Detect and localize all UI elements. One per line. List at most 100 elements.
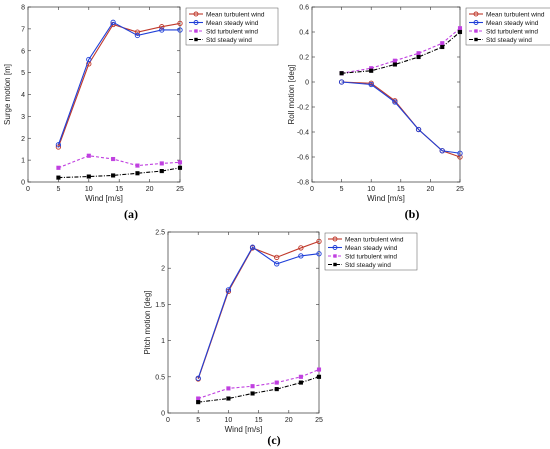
x-tick-label: 0: [166, 417, 170, 424]
series-1: [195, 244, 322, 381]
y-tick-label: 7: [21, 26, 25, 33]
panel-label: (c): [267, 433, 280, 447]
series-1: [338, 79, 463, 156]
data-point: [339, 71, 344, 76]
y-tick-label: 0: [305, 80, 309, 87]
data-point: [274, 387, 279, 392]
series-2: [56, 153, 183, 170]
data-point: [338, 79, 345, 85]
series-2: [196, 367, 322, 401]
data-point: [249, 244, 256, 250]
x-tick-label: 10: [225, 417, 233, 424]
data-point: [392, 62, 397, 67]
legend-swatch-marker: [473, 11, 479, 17]
data-point: [316, 374, 322, 379]
data-point: [111, 156, 116, 162]
data-point: [316, 251, 322, 257]
series-line: [341, 31, 461, 74]
data-point: [457, 26, 463, 31]
legend-entry: Mean steady wind: [486, 20, 539, 27]
x-axis-label: Wind [m/s]: [85, 194, 123, 203]
legend-swatch-marker: [473, 20, 479, 25]
series-1: [55, 19, 183, 148]
y-tick-label: -0.8: [297, 180, 309, 187]
series-3: [339, 29, 463, 76]
data-point: [392, 58, 397, 63]
y-tick-label: 1.5: [155, 302, 165, 309]
legend-swatch-marker: [194, 37, 198, 42]
legend-box: [324, 232, 418, 271]
x-tick-label: 15: [397, 186, 405, 193]
x-tick-label: 10: [85, 186, 93, 193]
data-point: [298, 253, 304, 259]
y-tick-label: 8: [21, 5, 25, 12]
data-point: [440, 44, 445, 50]
y-axis-label: Surge motion [m]: [3, 64, 12, 125]
data-point: [316, 238, 322, 245]
legend-swatch-marker: [474, 29, 478, 33]
series-line: [198, 376, 320, 403]
data-point: [225, 287, 232, 293]
data-point: [135, 171, 140, 176]
y-tick-label: 0.6: [299, 5, 309, 12]
y-tick-label: 4: [21, 92, 25, 99]
data-point: [440, 41, 445, 46]
x-tick-label: 10: [367, 186, 375, 193]
y-tick-label: 0.2: [299, 55, 309, 62]
series-line: [197, 246, 320, 379]
y-tick-label: 0.5: [155, 374, 165, 381]
panel-label: (a): [124, 207, 138, 221]
data-point: [196, 400, 201, 405]
data-point: [86, 174, 91, 179]
x-tick-label: 20: [146, 186, 154, 193]
data-point: [56, 165, 61, 170]
x-axis-label: Wind [m/s]: [367, 194, 405, 203]
y-tick-label: 0.4: [299, 30, 309, 37]
data-point: [159, 161, 164, 166]
series-line: [198, 369, 320, 400]
plot-frame: [27, 6, 181, 183]
data-point: [274, 380, 279, 385]
data-point: [110, 19, 116, 25]
x-axis-label: Wind [m/s]: [225, 425, 263, 434]
plot-frame: [167, 231, 320, 414]
data-point: [226, 386, 231, 391]
data-point: [298, 380, 303, 385]
data-point: [274, 254, 280, 260]
legend-entry: Mean turbulent wind: [345, 236, 404, 243]
x-tick-label: 5: [196, 417, 200, 424]
legend-swatch-marker: [193, 11, 199, 17]
y-axis-label: Roll motion [deg]: [287, 64, 296, 124]
data-point: [55, 142, 62, 148]
series-line: [58, 167, 181, 179]
data-point: [134, 29, 141, 35]
y-tick-label: -0.6: [297, 155, 309, 162]
legend-entry: Mean steady wind: [206, 20, 259, 27]
y-axis-label: Pitch motion [deg]: [143, 290, 152, 354]
data-point: [250, 391, 255, 396]
data-point: [195, 375, 201, 381]
data-point: [135, 163, 140, 168]
chart-c: 0 5 10 15 20 25 0 0.5 1 1.5 2 2.5 Wind [m/s] Pitch mo…: [143, 230, 418, 447]
data-point: [159, 24, 165, 30]
data-point: [86, 56, 92, 63]
data-point: [177, 165, 183, 170]
x-tick-label: 0: [310, 186, 314, 193]
x-tick-label: 15: [115, 186, 123, 193]
data-point: [439, 148, 445, 154]
y-tick-label: 0: [21, 180, 25, 187]
y-tick-label: 2.5: [155, 230, 165, 237]
legend-entry: Mean steady wind: [345, 245, 398, 252]
series-3: [56, 165, 183, 180]
data-point: [196, 396, 201, 401]
data-point: [298, 374, 303, 379]
series-line: [341, 81, 461, 154]
data-point: [457, 150, 463, 156]
x-tick-label: 25: [456, 186, 464, 193]
x-tick-label: 25: [176, 186, 184, 193]
series-line: [58, 155, 181, 169]
legend-swatch-marker: [193, 20, 199, 25]
